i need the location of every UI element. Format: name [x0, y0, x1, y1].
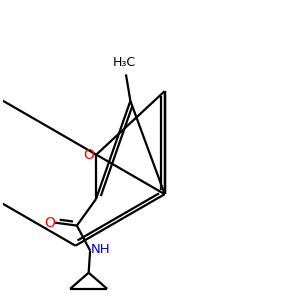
Text: O: O [83, 148, 94, 162]
Text: NH: NH [91, 243, 110, 256]
Text: H₃C: H₃C [113, 56, 136, 69]
Text: O: O [44, 216, 55, 230]
